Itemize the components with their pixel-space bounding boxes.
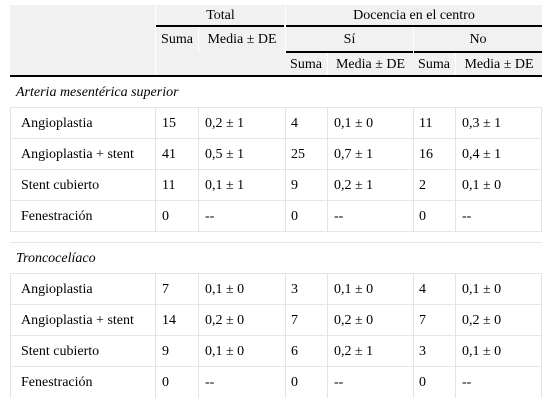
total-suma-cell: 0: [162, 374, 169, 390]
header-bottom-rule: [10, 75, 542, 77]
header-total-suma: Suma: [156, 27, 198, 53]
header-si-rule: [286, 51, 413, 53]
total-suma-cell: 14: [162, 312, 176, 328]
si-suma-cell: 3: [291, 281, 298, 297]
table-row: Angioplastia 7 0,1 ± 0 3 0,1 ± 0 4 0,1 ±…: [10, 274, 542, 305]
header-si: Sí: [286, 27, 413, 53]
no-suma-cell: 3: [419, 343, 426, 359]
no-media-cell: 0,4 ± 1: [462, 146, 502, 162]
total-suma-cell: 7: [162, 281, 169, 297]
total-suma-cell: 0: [162, 208, 169, 224]
no-suma-cell: 0: [419, 208, 426, 224]
si-suma-cell: 9: [291, 177, 298, 193]
data-table: Total Docencia en el centro Suma Media ±…: [10, 5, 542, 398]
table-row: Fenestración 0 -- 0 -- 0 --: [10, 367, 542, 398]
no-suma-cell: 7: [419, 312, 426, 328]
total-suma-cell: 15: [162, 115, 176, 131]
si-suma-cell: 0: [291, 208, 298, 224]
si-media-cell: --: [334, 208, 344, 224]
no-media-cell: 0,1 ± 0: [462, 177, 502, 193]
si-suma-cell: 25: [291, 146, 305, 162]
si-suma-cell: 0: [291, 374, 298, 390]
spacer-row: [10, 232, 542, 243]
section-title: Troncocelíaco: [16, 250, 96, 266]
header-total-media: Media ± DE: [199, 27, 285, 53]
total-media-cell: --: [205, 374, 215, 390]
header-si-suma: Suma: [285, 53, 327, 77]
row-label: Fenestración: [21, 208, 93, 224]
total-media-cell: 0,2 ± 1: [205, 115, 245, 131]
header-no-media: Media ± DE: [456, 53, 542, 77]
header-docencia-rule: [286, 25, 542, 27]
header-total-span: [156, 53, 285, 77]
header-row-2: Suma Media ± DE Sí No: [10, 27, 542, 53]
section-header-row: Troncocelíaco: [10, 243, 542, 274]
table-row: Angioplastia + stent 41 0,5 ± 1 25 0,7 ±…: [10, 139, 542, 170]
si-media-cell: 0,2 ± 1: [334, 177, 374, 193]
no-media-cell: 0,1 ± 0: [462, 281, 502, 297]
total-media-cell: 0,2 ± 0: [205, 312, 245, 328]
total-media-cell: 0,5 ± 1: [205, 146, 245, 162]
row-label: Angioplastia + stent: [21, 146, 134, 162]
row-label: Angioplastia: [21, 281, 93, 297]
header-total-rule: [156, 25, 284, 27]
total-suma-cell: 9: [162, 343, 169, 359]
row-label: Angioplastia + stent: [21, 312, 134, 328]
section-header-row: Arteria mesentérica superior: [10, 77, 542, 108]
no-media-cell: 0,1 ± 0: [462, 343, 502, 359]
si-media-cell: 0,7 ± 1: [334, 146, 374, 162]
si-suma-cell: 4: [291, 115, 298, 131]
table-row: Angioplastia 15 0,2 ± 1 4 0,1 ± 0 11 0,3…: [10, 108, 542, 139]
header-docencia: Docencia en el centro: [286, 5, 542, 27]
si-media-cell: 0,1 ± 0: [334, 281, 374, 297]
row-label: Fenestración: [21, 374, 93, 390]
row-label: Stent cubierto: [21, 177, 100, 193]
header-no-rule: [414, 51, 542, 53]
header-total: Total: [156, 5, 285, 27]
no-suma-cell: 16: [419, 146, 433, 162]
no-suma-cell: 2: [419, 177, 426, 193]
table-row: Stent cubierto 9 0,1 ± 0 6 0,2 ± 1 3 0,1…: [10, 336, 542, 367]
si-suma-cell: 7: [291, 312, 298, 328]
no-suma-cell: 0: [419, 374, 426, 390]
si-media-cell: 0,1 ± 0: [334, 115, 374, 131]
no-media-cell: 0,3 ± 1: [462, 115, 502, 131]
table-row: Angioplastia + stent 14 0,2 ± 0 7 0,2 ± …: [10, 305, 542, 336]
header-no-suma: Suma: [413, 53, 455, 77]
header-si-media: Media ± DE: [328, 53, 413, 77]
header-corner-cell: [10, 5, 155, 77]
si-media-cell: --: [334, 374, 344, 390]
no-media-cell: --: [462, 374, 472, 390]
no-media-cell: 0,2 ± 0: [462, 312, 502, 328]
total-suma-cell: 41: [162, 146, 176, 162]
total-media-cell: 0,1 ± 1: [205, 177, 245, 193]
no-media-cell: --: [462, 208, 472, 224]
section-title: Arteria mesentérica superior: [16, 84, 179, 100]
header-row-1: Total Docencia en el centro: [10, 5, 542, 77]
table-row: Stent cubierto 11 0,1 ± 1 9 0,2 ± 1 2 0,…: [10, 170, 542, 201]
header-no: No: [414, 27, 542, 53]
row-label: Stent cubierto: [21, 343, 100, 359]
no-suma-cell: 11: [419, 115, 433, 131]
total-suma-cell: 11: [162, 177, 176, 193]
no-suma-cell: 4: [419, 281, 426, 297]
total-media-cell: --: [205, 208, 215, 224]
table-row: Fenestración 0 -- 0 -- 0 --: [10, 201, 542, 232]
si-media-cell: 0,2 ± 1: [334, 343, 374, 359]
total-media-cell: 0,1 ± 0: [205, 343, 245, 359]
si-media-cell: 0,2 ± 0: [334, 312, 374, 328]
total-media-cell: 0,1 ± 0: [205, 281, 245, 297]
row-label: Angioplastia: [21, 115, 93, 131]
header-row-3: Suma Media ± DE Suma Media ± DE: [10, 53, 542, 77]
si-suma-cell: 6: [291, 343, 298, 359]
